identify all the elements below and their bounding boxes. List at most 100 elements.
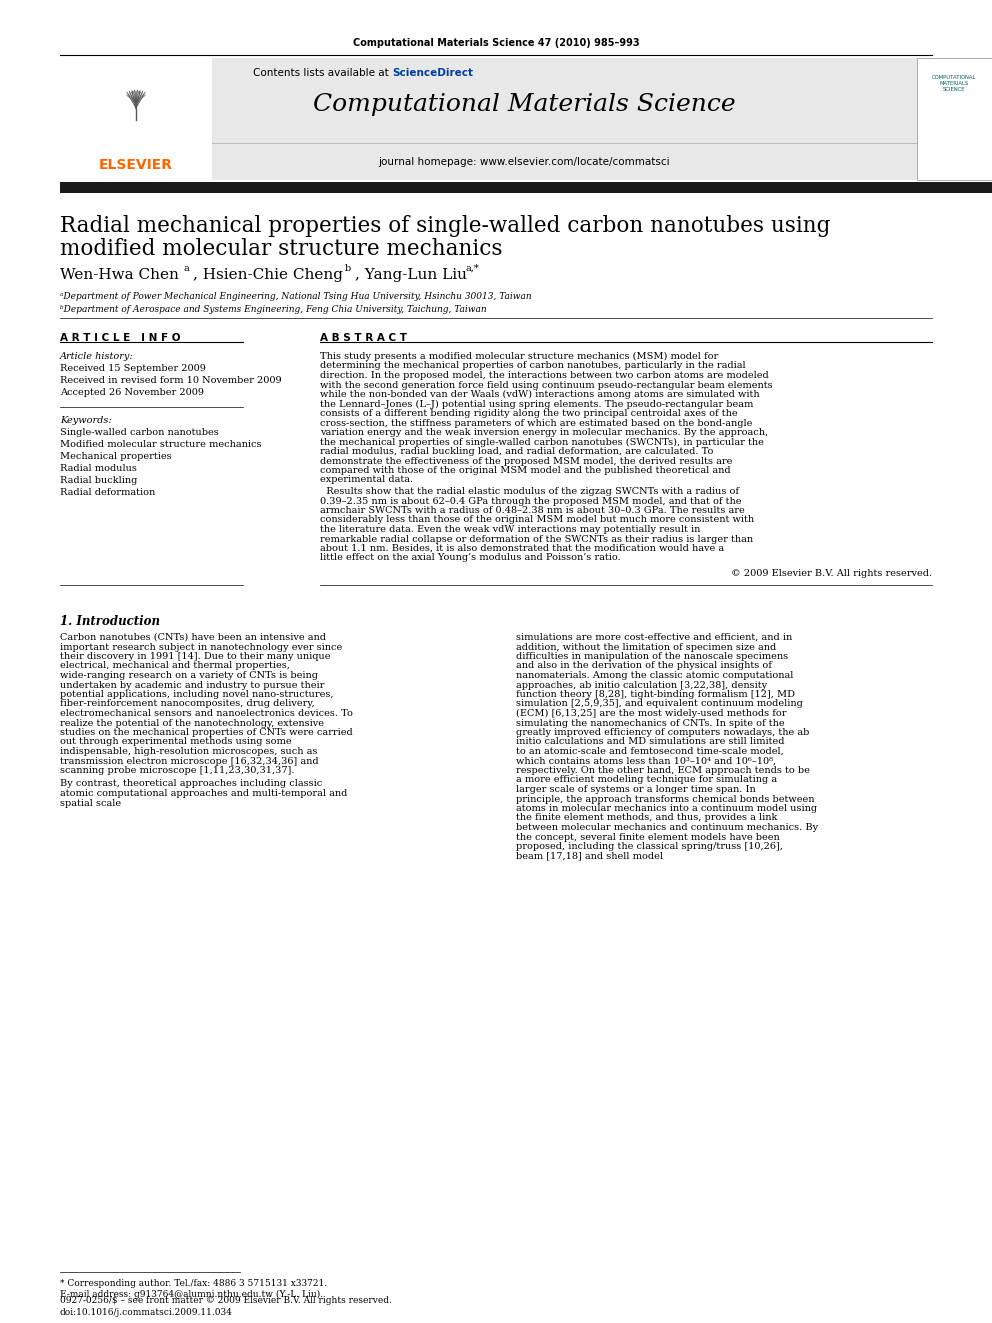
Text: the finite element methods, and thus, provides a link: the finite element methods, and thus, pr… — [516, 814, 778, 823]
Text: Article history:: Article history: — [60, 352, 134, 361]
Text: (ECM) [6,13,25] are the most widely-used methods for: (ECM) [6,13,25] are the most widely-used… — [516, 709, 787, 718]
Text: Computational Materials Science 47 (2010) 985–993: Computational Materials Science 47 (2010… — [353, 38, 639, 48]
Text: transmission electron microscope [16,32,34,36] and: transmission electron microscope [16,32,… — [60, 757, 318, 766]
Text: a,*: a,* — [465, 265, 479, 273]
Text: A R T I C L E   I N F O: A R T I C L E I N F O — [60, 333, 181, 343]
Text: COMPUTATIONAL
MATERIALS
SCIENCE: COMPUTATIONAL MATERIALS SCIENCE — [931, 75, 976, 91]
Text: to an atomic-scale and femtosecond time-scale model,: to an atomic-scale and femtosecond time-… — [516, 747, 784, 755]
Text: Radial modulus: Radial modulus — [60, 464, 137, 474]
Text: the Lennard–Jones (L–J) potential using spring elements. The pseudo-rectangular : the Lennard–Jones (L–J) potential using … — [320, 400, 753, 409]
Text: cross-section, the stiffness parameters of which are estimated based on the bond: cross-section, the stiffness parameters … — [320, 418, 752, 427]
Text: compared with those of the original MSM model and the published theoretical and: compared with those of the original MSM … — [320, 466, 731, 475]
Text: addition, without the limitation of specimen size and: addition, without the limitation of spec… — [516, 643, 777, 651]
Bar — [60, 58, 212, 180]
Text: experimental data.: experimental data. — [320, 475, 413, 484]
Text: remarkable radial collapse or deformation of the SWCNTs as their radius is large: remarkable radial collapse or deformatio… — [320, 534, 753, 544]
Text: the literature data. Even the weak vdW interactions may potentially result in: the literature data. Even the weak vdW i… — [320, 525, 700, 534]
Text: beam [17,18] and shell model: beam [17,18] and shell model — [516, 852, 663, 860]
Text: Results show that the radial elastic modulus of the zigzag SWCNTs with a radius : Results show that the radial elastic mod… — [320, 487, 739, 496]
Text: about 1.1 nm. Besides, it is also demonstrated that the modification would have : about 1.1 nm. Besides, it is also demons… — [320, 544, 724, 553]
Text: Carbon nanotubes (CNTs) have been an intensive and: Carbon nanotubes (CNTs) have been an int… — [60, 632, 326, 642]
Text: realize the potential of the nanotechnology, extensive: realize the potential of the nanotechnol… — [60, 718, 324, 728]
Bar — [917, 58, 992, 180]
Text: determining the mechanical properties of carbon nanotubes, particularly in the r: determining the mechanical properties of… — [320, 361, 746, 370]
Text: their discovery in 1991 [14]. Due to their many unique: their discovery in 1991 [14]. Due to the… — [60, 652, 330, 662]
Text: journal homepage: www.elsevier.com/locate/commatsci: journal homepage: www.elsevier.com/locat… — [378, 157, 670, 167]
Text: direction. In the proposed model, the interactions between two carbon atoms are : direction. In the proposed model, the in… — [320, 370, 769, 380]
Text: b: b — [345, 265, 351, 273]
Text: a more efficient modeling technique for simulating a: a more efficient modeling technique for … — [516, 775, 777, 785]
Text: Mechanical properties: Mechanical properties — [60, 452, 172, 460]
Text: ᵇDepartment of Aerospace and Systems Engineering, Feng Chia University, Taichung: ᵇDepartment of Aerospace and Systems Eng… — [60, 306, 487, 314]
Text: * Corresponding author. Tel./fax: 4886 3 5715131 x33721.: * Corresponding author. Tel./fax: 4886 3… — [60, 1279, 327, 1289]
Text: Accepted 26 November 2009: Accepted 26 November 2009 — [60, 388, 204, 397]
Text: with the second generation force field using continuum pseudo-rectangular beam e: with the second generation force field u… — [320, 381, 773, 389]
Text: between molecular mechanics and continuum mechanics. By: between molecular mechanics and continuu… — [516, 823, 818, 832]
Text: electrical, mechanical and thermal properties,: electrical, mechanical and thermal prope… — [60, 662, 290, 671]
Bar — [60, 183, 992, 193]
Text: indispensable, high-resolution microscopes, such as: indispensable, high-resolution microscop… — [60, 747, 317, 755]
Text: initio calculations and MD simulations are still limited: initio calculations and MD simulations a… — [516, 737, 785, 746]
Text: consists of a different bending rigidity along the two principal centroidal axes: consists of a different bending rigidity… — [320, 409, 738, 418]
Text: larger scale of systems or a longer time span. In: larger scale of systems or a longer time… — [516, 785, 756, 794]
Text: Contents lists available at: Contents lists available at — [253, 67, 392, 78]
Bar — [60, 58, 917, 180]
Text: important research subject in nanotechnology ever since: important research subject in nanotechno… — [60, 643, 342, 651]
Text: electromechanical sensors and nanoelectronics devices. To: electromechanical sensors and nanoelectr… — [60, 709, 353, 718]
Text: the concept, several finite element models have been: the concept, several finite element mode… — [516, 832, 780, 841]
Text: nanomaterials. Among the classic atomic computational: nanomaterials. Among the classic atomic … — [516, 671, 794, 680]
Text: studies on the mechanical properties of CNTs were carried: studies on the mechanical properties of … — [60, 728, 353, 737]
Text: the mechanical properties of single-walled carbon nanotubes (SWCNTs), in particu: the mechanical properties of single-wall… — [320, 438, 764, 447]
Text: little effect on the axial Young’s modulus and Poisson’s ratio.: little effect on the axial Young’s modul… — [320, 553, 621, 562]
Text: spatial scale: spatial scale — [60, 799, 121, 807]
Text: which contains atoms less than 10³–10⁴ and 10⁶–10⁸,: which contains atoms less than 10³–10⁴ a… — [516, 757, 776, 766]
Text: potential applications, including novel nano-structures,: potential applications, including novel … — [60, 691, 333, 699]
Text: Radial deformation: Radial deformation — [60, 488, 156, 497]
Text: while the non-bonded van der Waals (vdW) interactions among atoms are simulated : while the non-bonded van der Waals (vdW)… — [320, 390, 760, 400]
Text: This study presents a modified molecular structure mechanics (MSM) model for: This study presents a modified molecular… — [320, 352, 718, 361]
Text: principle, the approach transforms chemical bonds between: principle, the approach transforms chemi… — [516, 795, 814, 803]
Text: A B S T R A C T: A B S T R A C T — [320, 333, 407, 343]
Text: approaches, ab initio calculation [3,22,38], density: approaches, ab initio calculation [3,22,… — [516, 680, 767, 689]
Text: Keywords:: Keywords: — [60, 415, 112, 425]
Text: Radial mechanical properties of single-walled carbon nanotubes using: Radial mechanical properties of single-w… — [60, 216, 830, 237]
Text: modified molecular structure mechanics: modified molecular structure mechanics — [60, 238, 503, 261]
Text: ScienceDirect: ScienceDirect — [392, 67, 473, 78]
Text: 0.39–2.35 nm is about 62–0.4 GPa through the proposed MSM model, and that of the: 0.39–2.35 nm is about 62–0.4 GPa through… — [320, 496, 741, 505]
Text: Radial buckling: Radial buckling — [60, 476, 137, 486]
Text: simulation [2,5,9,35], and equivalent continuum modeling: simulation [2,5,9,35], and equivalent co… — [516, 700, 803, 709]
Text: Modified molecular structure mechanics: Modified molecular structure mechanics — [60, 441, 262, 448]
Text: Single-walled carbon nanotubes: Single-walled carbon nanotubes — [60, 429, 219, 437]
Text: undertaken by academic and industry to pursue their: undertaken by academic and industry to p… — [60, 680, 324, 689]
Text: difficulties in manipulation of the nanoscale specimens: difficulties in manipulation of the nano… — [516, 652, 788, 662]
Text: proposed, including the classical spring/truss [10,26],: proposed, including the classical spring… — [516, 841, 783, 851]
Text: demonstrate the effectiveness of the proposed MSM model, the derived results are: demonstrate the effectiveness of the pro… — [320, 456, 732, 466]
Text: atomic computational approaches and multi-temporal and: atomic computational approaches and mult… — [60, 789, 347, 798]
Text: E-mail address: g913764@alumni.nthu.edu.tw (Y.-L. Liu).: E-mail address: g913764@alumni.nthu.edu.… — [60, 1290, 323, 1299]
Text: a: a — [183, 265, 188, 273]
Text: © 2009 Elsevier B.V. All rights reserved.: © 2009 Elsevier B.V. All rights reserved… — [731, 569, 932, 578]
Text: variation energy and the weak inversion energy in molecular mechanics. By the ap: variation energy and the weak inversion … — [320, 429, 768, 437]
Text: function theory [8,28], tight-binding formalism [12], MD: function theory [8,28], tight-binding fo… — [516, 691, 795, 699]
Text: By contrast, theoretical approaches including classic: By contrast, theoretical approaches incl… — [60, 779, 322, 789]
Text: and also in the derivation of the physical insights of: and also in the derivation of the physic… — [516, 662, 772, 671]
Text: ELSEVIER: ELSEVIER — [99, 157, 173, 172]
Text: Received in revised form 10 November 2009: Received in revised form 10 November 200… — [60, 376, 282, 385]
Text: atoms in molecular mechanics into a continuum model using: atoms in molecular mechanics into a cont… — [516, 804, 817, 814]
Text: out through experimental methods using some: out through experimental methods using s… — [60, 737, 292, 746]
Text: 1. Introduction: 1. Introduction — [60, 615, 160, 628]
Text: , Hsien-Chie Cheng: , Hsien-Chie Cheng — [193, 269, 343, 282]
Text: fiber-reinforcement nanocomposites, drug delivery,: fiber-reinforcement nanocomposites, drug… — [60, 700, 314, 709]
Text: Wen-Hwa Chen: Wen-Hwa Chen — [60, 269, 179, 282]
Text: 0927-0256/$ – see front matter © 2009 Elsevier B.V. All rights reserved.: 0927-0256/$ – see front matter © 2009 El… — [60, 1297, 392, 1304]
Text: radial modulus, radial buckling load, and radial deformation, are calculated. To: radial modulus, radial buckling load, an… — [320, 447, 713, 456]
Text: wide-ranging research on a variety of CNTs is being: wide-ranging research on a variety of CN… — [60, 671, 318, 680]
Text: greatly improved efficiency of computers nowadays, the ab: greatly improved efficiency of computers… — [516, 728, 809, 737]
Text: simulating the nanomechanics of CNTs. In spite of the: simulating the nanomechanics of CNTs. In… — [516, 718, 785, 728]
Text: armchair SWCNTs with a radius of 0.48–2.38 nm is about 30–0.3 GPa. The results a: armchair SWCNTs with a radius of 0.48–2.… — [320, 505, 745, 515]
Text: considerably less than those of the original MSM model but much more consistent : considerably less than those of the orig… — [320, 516, 754, 524]
Text: Computational Materials Science: Computational Materials Science — [312, 94, 735, 116]
Text: scanning probe microscope [1,11,23,30,31,37].: scanning probe microscope [1,11,23,30,31… — [60, 766, 295, 775]
Text: doi:10.1016/j.commatsci.2009.11.034: doi:10.1016/j.commatsci.2009.11.034 — [60, 1308, 233, 1316]
Text: Received 15 September 2009: Received 15 September 2009 — [60, 364, 206, 373]
